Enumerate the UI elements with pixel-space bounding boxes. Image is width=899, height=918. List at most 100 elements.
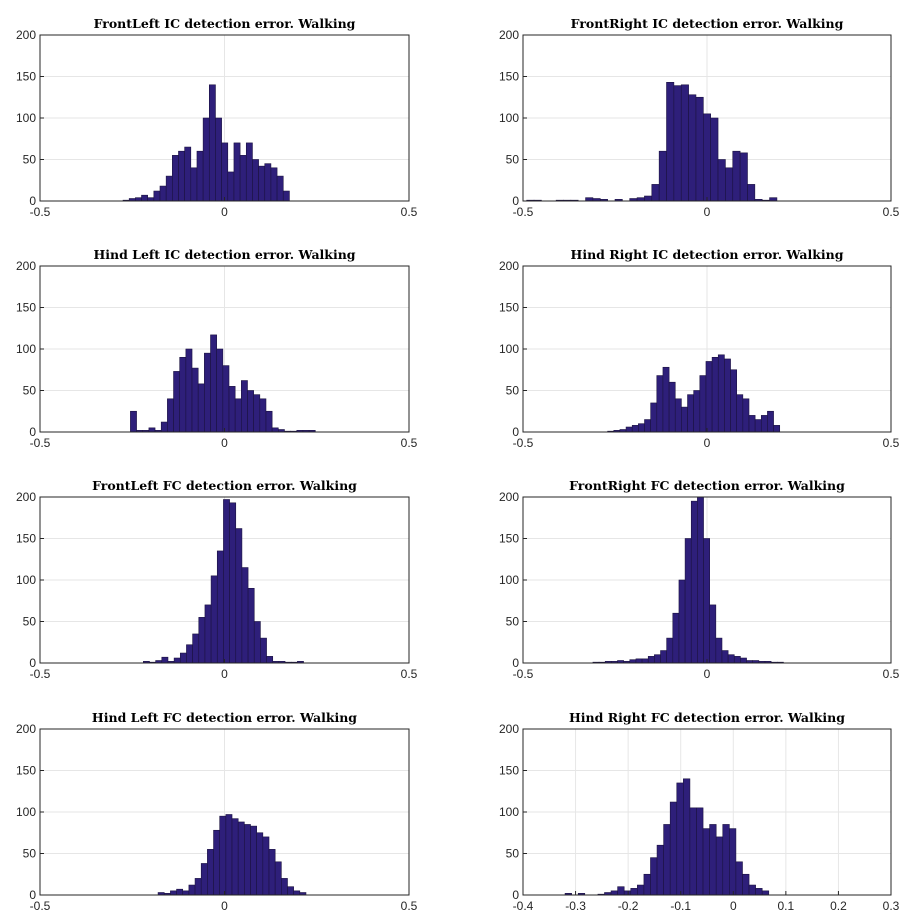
histogram-bar bbox=[736, 394, 744, 433]
histogram-bar bbox=[773, 425, 781, 433]
x-tick-label: 0.5 bbox=[401, 205, 418, 219]
y-tick-label: 200 bbox=[499, 490, 519, 504]
histogram-bar bbox=[198, 617, 206, 664]
histogram-bar bbox=[635, 658, 643, 664]
histogram-bar bbox=[666, 82, 675, 202]
histogram-bar bbox=[184, 146, 192, 202]
histogram-bar bbox=[693, 390, 701, 433]
x-tick-label: -0.5 bbox=[30, 205, 51, 219]
y-tick-label: 100 bbox=[16, 342, 36, 356]
histogram-bar bbox=[656, 844, 664, 896]
histogram-bar bbox=[281, 878, 288, 896]
histogram-bar bbox=[647, 656, 655, 664]
histogram-bar bbox=[654, 654, 661, 664]
histogram-bar bbox=[705, 361, 713, 433]
x-tick-label: 0.5 bbox=[883, 667, 899, 681]
histogram-bar bbox=[740, 657, 747, 664]
histogram-bar bbox=[252, 159, 259, 202]
y-tick-label: 100 bbox=[16, 111, 36, 125]
y-tick-label: 200 bbox=[16, 28, 36, 42]
histogram-bar bbox=[638, 423, 645, 433]
histogram-bar bbox=[727, 654, 735, 664]
chart-title: FrontLeft IC detection error. Walking bbox=[94, 16, 356, 31]
chart-title: Hind Right IC detection error. Walking bbox=[571, 247, 844, 262]
histogram-bar bbox=[695, 96, 704, 202]
x-tick-label: 0 bbox=[221, 205, 228, 219]
histogram-bar bbox=[264, 163, 272, 202]
x-tick-label: 0.5 bbox=[401, 899, 418, 913]
y-tick-label: 200 bbox=[16, 722, 36, 736]
histogram-bar bbox=[207, 849, 214, 896]
y-tick-label: 50 bbox=[506, 153, 520, 167]
y-tick-label: 50 bbox=[23, 615, 37, 629]
histogram-bar bbox=[656, 375, 664, 433]
histogram-bar bbox=[233, 142, 241, 202]
histogram-bar bbox=[747, 184, 756, 202]
histogram-bar bbox=[754, 419, 762, 433]
x-tick-label: 0.2 bbox=[830, 899, 847, 913]
histogram-bar bbox=[186, 644, 193, 664]
histogram-bar bbox=[644, 419, 651, 433]
histogram-bar bbox=[141, 194, 148, 202]
histogram-bar bbox=[222, 365, 230, 433]
y-tick-label: 150 bbox=[499, 70, 519, 84]
x-tick-label: -0.5 bbox=[30, 667, 51, 681]
histogram-bar bbox=[709, 604, 717, 664]
histogram-bar bbox=[666, 637, 674, 664]
histogram-bar bbox=[637, 884, 645, 896]
y-tick-label: 50 bbox=[23, 153, 37, 167]
y-tick-label: 100 bbox=[499, 111, 519, 125]
histogram-bar bbox=[673, 85, 682, 202]
histogram-bar bbox=[229, 502, 237, 664]
histogram-bar bbox=[256, 832, 264, 896]
x-tick-label: 0 bbox=[730, 899, 737, 913]
histogram-bar bbox=[234, 398, 242, 433]
histogram-bar bbox=[711, 356, 719, 433]
y-tick-label: 150 bbox=[499, 532, 519, 546]
histogram-bar bbox=[669, 801, 678, 896]
histogram-bar bbox=[170, 890, 177, 896]
histogram-bar bbox=[268, 849, 276, 896]
histogram-bar bbox=[748, 884, 756, 896]
x-tick-label: 0 bbox=[704, 436, 711, 450]
histogram-bar bbox=[717, 159, 726, 202]
y-tick-label: 200 bbox=[499, 259, 519, 273]
histogram-bar bbox=[266, 656, 274, 664]
histogram-bar bbox=[179, 652, 187, 664]
histogram-bar bbox=[247, 390, 254, 433]
histogram-bar bbox=[644, 195, 653, 202]
histogram-bar bbox=[221, 142, 229, 202]
x-tick-label: 0.1 bbox=[778, 899, 795, 913]
histogram-bar bbox=[623, 890, 632, 896]
histogram-bar bbox=[724, 358, 731, 433]
x-tick-label: 0.5 bbox=[401, 436, 418, 450]
y-tick-label: 50 bbox=[506, 847, 520, 861]
y-tick-label: 150 bbox=[499, 764, 519, 778]
histogram-bar bbox=[204, 352, 211, 433]
histogram-bar bbox=[643, 873, 651, 896]
y-tick-label: 0 bbox=[29, 194, 36, 208]
y-tick-label: 100 bbox=[499, 342, 519, 356]
histogram-bar bbox=[702, 828, 710, 896]
histogram-bar bbox=[173, 371, 181, 433]
y-tick-label: 0 bbox=[29, 425, 36, 439]
histogram-bar bbox=[153, 190, 161, 202]
histogram-bar bbox=[188, 884, 196, 896]
histogram-bar bbox=[610, 890, 618, 896]
histogram-bar bbox=[160, 421, 168, 433]
histogram-bar bbox=[185, 348, 193, 433]
histogram-bar bbox=[241, 380, 248, 433]
x-tick-label: 0 bbox=[704, 205, 711, 219]
histogram-bar bbox=[735, 861, 743, 896]
histogram-bar bbox=[760, 415, 768, 433]
histogram-bar bbox=[688, 94, 697, 202]
histogram-bar bbox=[287, 886, 294, 896]
histogram-bar bbox=[196, 150, 204, 202]
x-tick-label: 0 bbox=[221, 436, 228, 450]
y-tick-label: 150 bbox=[499, 301, 519, 315]
histogram-bar bbox=[674, 398, 682, 433]
y-tick-label: 200 bbox=[16, 259, 36, 273]
